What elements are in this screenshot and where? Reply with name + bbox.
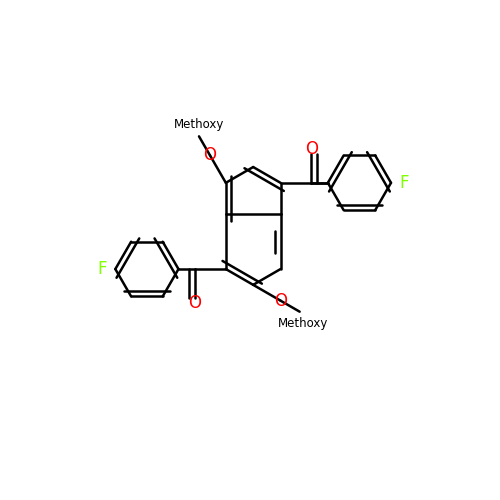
Text: O: O <box>305 140 318 158</box>
Text: F: F <box>97 260 106 278</box>
Text: O: O <box>188 294 202 312</box>
Text: O: O <box>204 146 216 164</box>
Text: Methoxy: Methoxy <box>278 318 328 330</box>
Text: Methoxy: Methoxy <box>174 118 224 130</box>
Text: F: F <box>400 174 409 192</box>
Text: O: O <box>274 292 287 310</box>
